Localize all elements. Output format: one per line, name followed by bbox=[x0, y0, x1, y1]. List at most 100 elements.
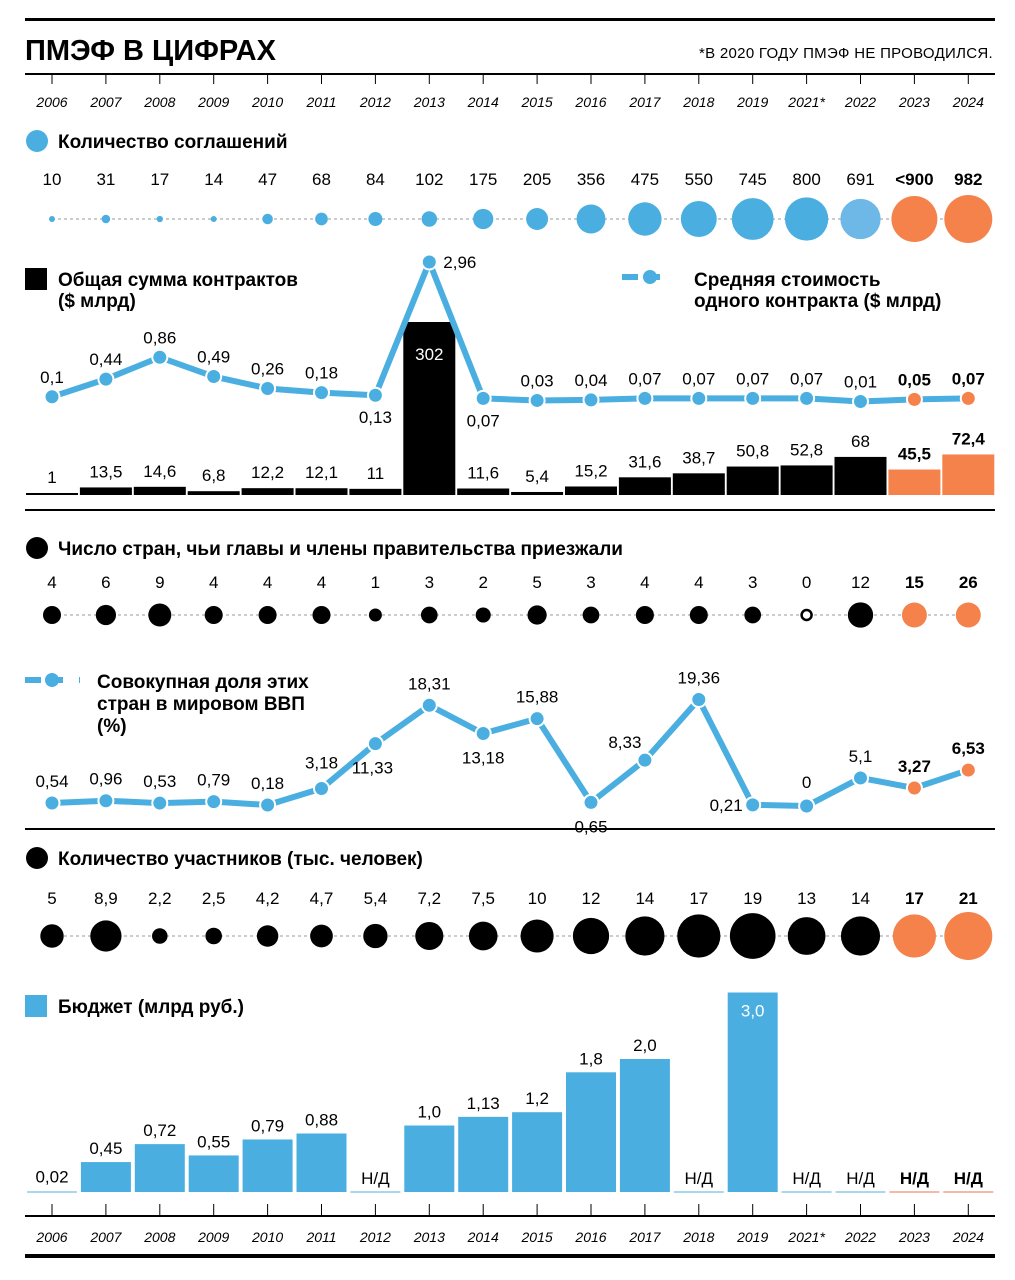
contracts-bar bbox=[295, 488, 348, 495]
year-label: 2018 bbox=[682, 94, 714, 110]
avg-contract-point bbox=[366, 386, 384, 404]
gdp-value-label: 6,53 bbox=[952, 739, 985, 758]
year-label: 2010 bbox=[251, 1229, 283, 1245]
budget-bar bbox=[134, 1144, 185, 1192]
agreements-value-label: 356 bbox=[577, 170, 605, 189]
gdp-point bbox=[366, 735, 384, 753]
contracts-bar bbox=[133, 486, 186, 495]
participants-bubble bbox=[520, 919, 554, 953]
agreements-bubble bbox=[840, 198, 881, 240]
contracts-value-label: 11 bbox=[367, 464, 385, 483]
avg-contract-value-label: 0,49 bbox=[197, 348, 230, 367]
countries-value-label: 4 bbox=[47, 573, 56, 592]
avg-contract-point bbox=[905, 390, 923, 408]
contracts-value-label: 45,5 bbox=[898, 445, 931, 464]
gdp-point bbox=[959, 761, 977, 779]
year-label: 2023 bbox=[898, 1229, 930, 1245]
contracts-value-label: 6,8 bbox=[202, 466, 226, 485]
gdp-title-line1: Совокупная доля этих bbox=[97, 672, 309, 693]
avg-contract-chart: 0,1 0,44 0,86 0,49 0,26 0,18 0,13 2,96 0,07 0,03 0… bbox=[40, 253, 985, 430]
gdp-value-label: 0,79 bbox=[197, 771, 230, 790]
gdp-value-label: 0,65 bbox=[574, 817, 607, 836]
contracts-value-label: 15,2 bbox=[574, 461, 607, 480]
countries-value-label: 5 bbox=[532, 573, 541, 592]
avg-contract-value-label: 0,44 bbox=[89, 350, 122, 369]
section-divider-1 bbox=[25, 509, 995, 511]
agreements-bubble bbox=[210, 216, 217, 222]
year-label: 2012 bbox=[359, 94, 391, 110]
avg-contract-value-label: 0,86 bbox=[143, 328, 176, 347]
countries-dot bbox=[955, 602, 981, 628]
countries-value-label: 12 bbox=[851, 573, 870, 592]
budget-bar bbox=[458, 1116, 509, 1192]
contracts-bar bbox=[511, 491, 564, 495]
gdp-point bbox=[690, 691, 708, 709]
gdp-point bbox=[474, 725, 492, 743]
countries-value-label: 3 bbox=[586, 573, 595, 592]
participants-bubble bbox=[572, 917, 610, 955]
year-label: 2014 bbox=[467, 1229, 499, 1245]
contracts-value-label: 31,6 bbox=[628, 452, 661, 471]
year-label: 2019 bbox=[736, 1229, 768, 1245]
year-label: 2008 bbox=[143, 1229, 175, 1245]
gdp-title-line2: стран в мировом ВВП bbox=[97, 694, 305, 715]
budget-bar bbox=[242, 1139, 293, 1192]
avg-contract-point bbox=[690, 389, 708, 407]
countries-dot bbox=[527, 605, 547, 625]
year-label: 2019 bbox=[736, 94, 768, 110]
budget-value-label: 0,79 bbox=[251, 1116, 284, 1135]
participants-chart: 5 8,9 2,2 2,5 4,2 4,7 5,4 7,2 7,5 10 12 14 17 19 13 14 1… bbox=[40, 889, 993, 960]
budget-na-label: Н/Д bbox=[792, 1169, 821, 1188]
contracts-bar bbox=[780, 465, 833, 495]
gdp-value-label: 0,53 bbox=[143, 772, 176, 791]
agreements-value-label: <900 bbox=[895, 170, 933, 189]
contracts-bar bbox=[241, 488, 294, 495]
budget-legend-icon bbox=[25, 995, 47, 1017]
year-label: 2023 bbox=[898, 94, 930, 110]
agreements-title: Количество соглашений bbox=[58, 132, 288, 153]
avg-contract-value-label: 0,03 bbox=[521, 371, 554, 390]
budget-value-label: 0,72 bbox=[143, 1121, 176, 1140]
participants-value-label: 10 bbox=[528, 889, 547, 908]
agreements-value-label: 205 bbox=[523, 170, 551, 189]
contracts-title-line2: ($ млрд) bbox=[58, 291, 136, 312]
countries-dot bbox=[847, 602, 874, 628]
avg-contract-point bbox=[528, 391, 546, 409]
avg-contract-point bbox=[959, 389, 977, 407]
contracts-value-label: 38,7 bbox=[682, 448, 715, 467]
contracts-bar bbox=[942, 454, 995, 495]
budget-value-label: 3,0 bbox=[741, 1002, 765, 1021]
agreements-value-label: 550 bbox=[685, 170, 713, 189]
year-label: 2015 bbox=[521, 94, 553, 110]
countries-title: Число стран, чьи главы и члены правитель… bbox=[58, 539, 623, 560]
participants-legend-icon bbox=[26, 847, 48, 869]
countries-dot bbox=[204, 606, 223, 624]
agreements-value-label: 47 bbox=[258, 170, 277, 189]
agreements-value-label: 31 bbox=[96, 170, 115, 189]
contracts-bar bbox=[888, 469, 941, 495]
countries-dot-empty bbox=[800, 608, 813, 622]
year-label: 2006 bbox=[35, 94, 67, 110]
year-label: 2015 bbox=[521, 1229, 553, 1245]
agreements-value-label: 68 bbox=[312, 170, 331, 189]
countries-value-label: 2 bbox=[478, 573, 487, 592]
avg-contract-value-label: 0,18 bbox=[305, 364, 338, 383]
budget-value-label: 1,0 bbox=[417, 1103, 441, 1122]
year-label: 2021* bbox=[787, 1229, 825, 1245]
gdp-point bbox=[852, 769, 869, 787]
contracts-chart: 1 13,5 14,6 6,8 12,2 12,1 11 302 11,6 5,4 15,2 31,6… bbox=[26, 322, 995, 495]
avg-contract-point bbox=[97, 370, 115, 388]
gdp-value-label: 18,31 bbox=[408, 674, 451, 693]
gdp-point bbox=[582, 793, 600, 811]
countries-value-label: 4 bbox=[640, 573, 649, 592]
contracts-bar bbox=[26, 493, 78, 495]
year-label: 2010 bbox=[251, 94, 283, 110]
year-label: 2006 bbox=[35, 1229, 67, 1245]
agreements-bubble bbox=[473, 208, 494, 230]
participants-bubble bbox=[256, 925, 279, 947]
countries-value-label: 6 bbox=[101, 573, 110, 592]
participants-value-label: 19 bbox=[743, 889, 762, 908]
countries-dot bbox=[258, 606, 277, 624]
countries-dot bbox=[420, 606, 438, 624]
